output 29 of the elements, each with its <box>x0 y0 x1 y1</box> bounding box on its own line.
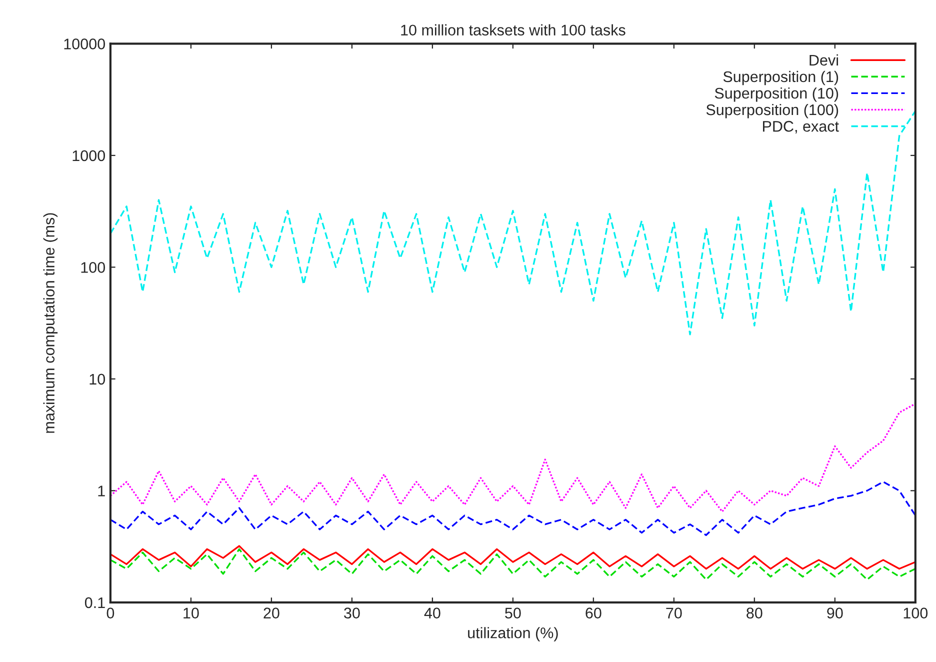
x-tick-label: 70 <box>666 608 682 619</box>
y-axis-title: maximum computation time (ms) <box>43 213 58 433</box>
y-tick-label: 10 <box>90 374 105 385</box>
line-series <box>110 545 916 570</box>
legend-label: Devi <box>810 54 838 66</box>
y-tick-label: 0.1 <box>84 597 105 608</box>
x-axis-title: utilization (%) <box>468 627 558 642</box>
x-tick-label: 60 <box>586 608 602 619</box>
x-tick-label: 40 <box>424 608 440 619</box>
line-series <box>110 402 916 512</box>
chart-title: 10 million tasksets with 100 tasks <box>401 24 626 36</box>
x-tick-label: 90 <box>827 608 843 619</box>
legend-label: Superposition (100) <box>706 104 838 118</box>
y-tick-label: 1000 <box>72 150 105 162</box>
x-tick-label: 0 <box>106 608 114 619</box>
y-tick-label: 1 <box>98 486 105 496</box>
x-tick-label: 80 <box>746 608 762 619</box>
y-tick-label: 100 <box>81 262 105 273</box>
x-tick-label: 30 <box>344 608 360 619</box>
x-tick-label: 50 <box>505 608 521 619</box>
y-tick-label: 10000 <box>64 38 105 50</box>
line-series <box>110 548 916 580</box>
x-tick-label: 10 <box>184 608 199 619</box>
legend-label: Superposition (10) <box>714 87 838 102</box>
x-tick-label: 20 <box>264 608 280 619</box>
x-tick-label: 100 <box>904 608 928 619</box>
legend-label: PDC, exact <box>763 120 839 134</box>
line-series <box>110 480 916 536</box>
legend-label: Superposition (1) <box>723 70 838 86</box>
